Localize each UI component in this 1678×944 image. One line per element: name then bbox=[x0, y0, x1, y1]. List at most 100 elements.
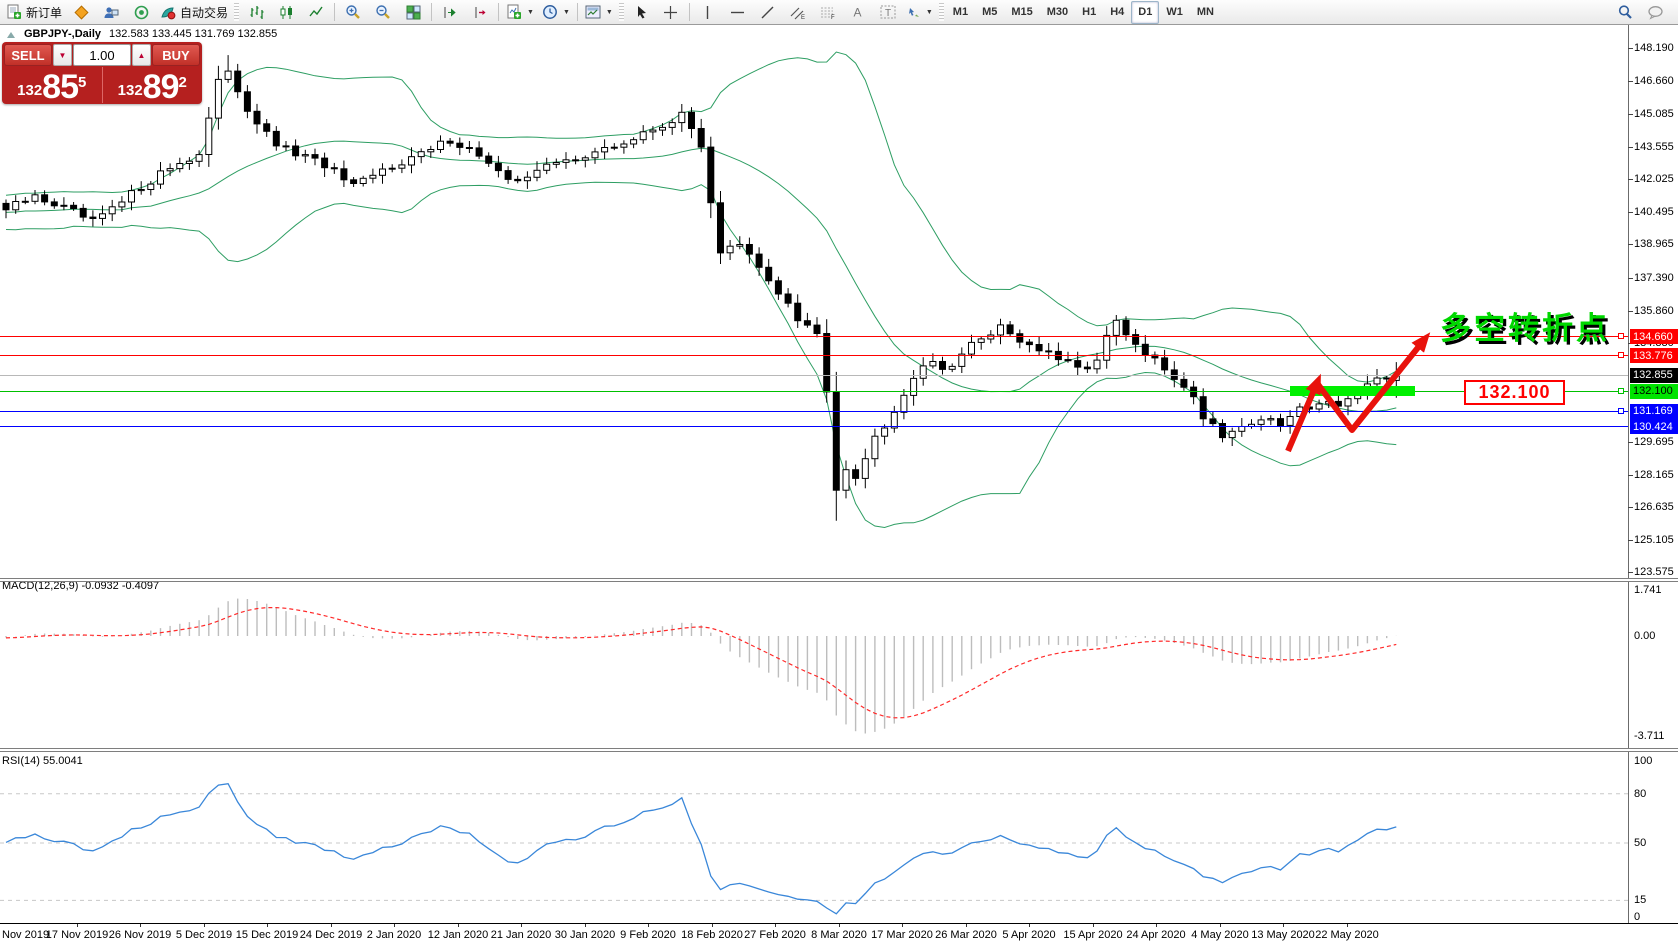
line-chart-icon bbox=[308, 6, 323, 16]
indicators-button[interactable]: ▼ bbox=[502, 1, 538, 24]
price-axis-tick: 137.390 bbox=[1634, 272, 1674, 285]
price-axis-tick: 145.085 bbox=[1634, 108, 1674, 121]
templates-button[interactable]: ▼ bbox=[581, 1, 617, 24]
date-axis[interactable]: Nov 2019 17 Nov 2019 26 Nov 2019 5 Dec 2019… bbox=[0, 923, 1678, 944]
svg-text:E: E bbox=[801, 15, 805, 20]
horizontal-line-130.424[interactable] bbox=[0, 426, 1628, 428]
toolbar-separator bbox=[431, 3, 433, 21]
line-handle[interactable] bbox=[1618, 333, 1624, 340]
history-center-icon bbox=[73, 4, 89, 20]
price-axis-tickmark bbox=[1628, 278, 1633, 280]
rsi-canvas[interactable] bbox=[0, 752, 1628, 923]
timeframe-bar: M1 M5 M15 M30 H1 H4 D1 W1 MN bbox=[946, 0, 1221, 24]
rsi-pane[interactable] bbox=[0, 752, 1628, 923]
fibonacci-button[interactable]: F bbox=[813, 1, 843, 24]
zoom-in-button[interactable] bbox=[338, 1, 368, 24]
line-chart-button[interactable] bbox=[301, 1, 331, 24]
new-order-icon bbox=[7, 4, 21, 19]
macd-axis-tick: 1.741 bbox=[1634, 584, 1662, 596]
search-button[interactable] bbox=[1610, 1, 1640, 24]
buy-button[interactable]: BUY bbox=[152, 44, 200, 66]
date-axis-tickmark bbox=[648, 924, 649, 927]
timeframe-m15-button[interactable]: M15 bbox=[1011, 6, 1033, 18]
price-axis-tick: 143.555 bbox=[1634, 140, 1674, 153]
pane-separator[interactable] bbox=[0, 748, 1678, 752]
timeframe-m5-button[interactable]: M5 bbox=[982, 6, 998, 18]
horizontal-line-132.855[interactable] bbox=[0, 374, 1628, 376]
timeframe-m1-button[interactable]: M1 bbox=[952, 6, 969, 18]
auto-scroll-button[interactable] bbox=[435, 1, 465, 24]
volume-increase-button[interactable]: ▲ bbox=[132, 44, 151, 66]
timeframe-d1-button[interactable]: D1 bbox=[1131, 0, 1160, 24]
toolbar-separator bbox=[334, 3, 336, 21]
tile-windows-button[interactable] bbox=[398, 1, 428, 24]
chevron-down-icon: ▼ bbox=[562, 8, 570, 16]
new-order-button[interactable]: 新订单 bbox=[2, 1, 66, 24]
timeframe-h1-button[interactable]: H1 bbox=[1082, 6, 1097, 18]
zoom-out-button[interactable] bbox=[368, 1, 398, 24]
turning-point-annotation[interactable]: 多空转折点 bbox=[1440, 311, 1610, 346]
horizontal-line-133.776[interactable] bbox=[0, 355, 1628, 357]
arrows-button[interactable]: ▼ bbox=[903, 1, 937, 24]
date-axis-label: 12 Jan 2020 bbox=[427, 929, 489, 941]
chat-button[interactable] bbox=[1640, 1, 1670, 24]
volume-input[interactable] bbox=[73, 44, 131, 66]
sell-price[interactable]: 132 85 5 bbox=[4, 67, 100, 104]
support-zone-band[interactable] bbox=[1290, 386, 1415, 396]
bar-chart-button[interactable] bbox=[241, 1, 271, 24]
line-handle[interactable] bbox=[1618, 352, 1624, 359]
trendline-button[interactable] bbox=[753, 1, 783, 24]
level-132100-label[interactable]: 132.100 bbox=[1464, 380, 1565, 405]
date-axis-tickmark bbox=[966, 924, 967, 927]
zoom-out-icon bbox=[376, 5, 390, 19]
price-axis-tick: 135.860 bbox=[1634, 304, 1674, 317]
cursor-button[interactable] bbox=[626, 1, 656, 24]
chart-shift-button[interactable] bbox=[465, 1, 495, 24]
vertical-line-button[interactable] bbox=[693, 1, 723, 24]
timeframe-h4-button[interactable]: H4 bbox=[1110, 6, 1125, 18]
auto-trading-button[interactable]: 自动交易 bbox=[156, 1, 232, 24]
text-label-button[interactable]: T bbox=[873, 1, 903, 24]
equidistant-channel-button[interactable]: E bbox=[783, 1, 813, 24]
macd-pane[interactable] bbox=[0, 582, 1628, 748]
buy-price[interactable]: 132 89 2 bbox=[105, 67, 201, 104]
volume-decrease-button[interactable]: ▼ bbox=[53, 44, 72, 66]
crosshair-icon bbox=[664, 5, 678, 19]
toolbar-grip bbox=[234, 3, 240, 21]
macd-canvas[interactable] bbox=[0, 582, 1628, 748]
horizontal-line-button[interactable] bbox=[723, 1, 753, 24]
date-axis-label: 15 Dec 2019 bbox=[235, 929, 299, 941]
price-axis-tickmark bbox=[1628, 441, 1633, 443]
timeframe-mn-button[interactable]: MN bbox=[1196, 6, 1214, 18]
price-axis-tick: 148.190 bbox=[1634, 42, 1674, 54]
text-button[interactable]: A bbox=[843, 1, 873, 24]
horizontal-line-132.100[interactable] bbox=[0, 390, 1628, 392]
vertical-line-icon bbox=[707, 5, 709, 19]
crosshair-button[interactable] bbox=[656, 1, 686, 24]
chevron-down-icon: ▼ bbox=[925, 8, 933, 16]
price-chart-canvas[interactable] bbox=[0, 25, 1628, 578]
date-axis-tickmark bbox=[1220, 924, 1221, 927]
line-handle[interactable] bbox=[1618, 387, 1624, 394]
signals-button[interactable] bbox=[126, 1, 156, 24]
price-axis-tickmark bbox=[1628, 146, 1633, 148]
timeframe-w1-button[interactable]: W1 bbox=[1166, 6, 1183, 18]
price-axis-tick: 142.025 bbox=[1634, 173, 1674, 186]
price-axis-tickmark bbox=[1628, 244, 1633, 246]
periods-button[interactable]: ▼ bbox=[538, 1, 574, 24]
date-axis-label: 5 Dec 2019 bbox=[175, 929, 233, 941]
horizontal-line-134.660[interactable] bbox=[0, 336, 1628, 338]
toolbar-separator bbox=[576, 3, 578, 21]
candlestick-chart-button[interactable] bbox=[271, 1, 301, 24]
date-axis-label: 9 Feb 2020 bbox=[620, 929, 676, 941]
horizontal-line-131.169[interactable] bbox=[0, 410, 1628, 412]
market-watch-button[interactable] bbox=[96, 1, 126, 24]
date-axis-tickmark bbox=[267, 924, 268, 927]
line-handle[interactable] bbox=[1618, 407, 1624, 414]
sell-button[interactable]: SELL bbox=[4, 44, 52, 66]
price-chart-pane[interactable] bbox=[0, 25, 1628, 578]
timeframe-m30-button[interactable]: M30 bbox=[1046, 6, 1069, 18]
price-axis-tick: 146.660 bbox=[1634, 74, 1674, 87]
pane-separator[interactable] bbox=[0, 578, 1678, 582]
history-center-button[interactable] bbox=[66, 1, 96, 24]
